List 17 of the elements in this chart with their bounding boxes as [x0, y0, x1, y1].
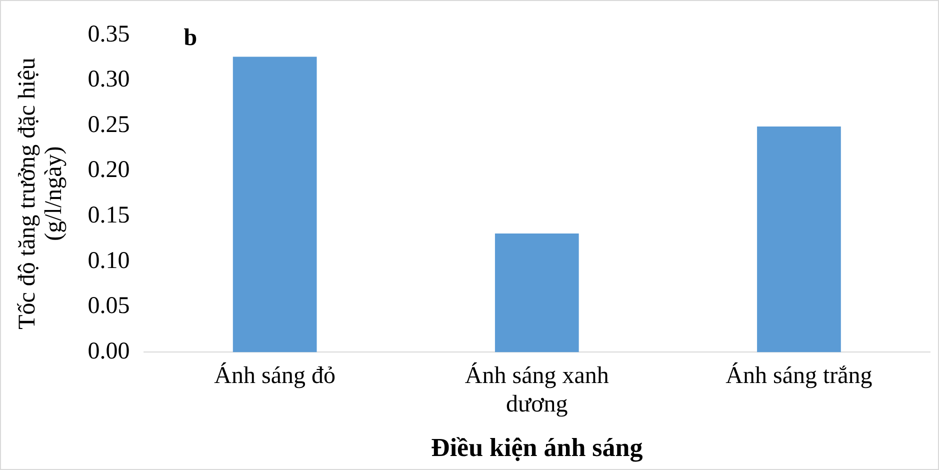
- x-tick-label: Ánh sáng xanh dương: [464, 362, 609, 418]
- x-tick-label: Ánh sáng trắng: [726, 362, 872, 389]
- y-tick-label: 0.20: [88, 157, 130, 184]
- y-tick-label: 0.15: [88, 202, 130, 229]
- y-tick-label: 0.25: [88, 112, 130, 138]
- x-tick-label: Ánh sáng đỏ: [214, 362, 336, 389]
- bar: [494, 233, 579, 352]
- x-axis-title: Điều kiện ánh sáng: [431, 433, 643, 462]
- y-tick-label: 0.05: [88, 293, 130, 320]
- bar: [232, 56, 317, 352]
- y-tick-label: 0.10: [88, 248, 130, 274]
- y-tick-label: 0.35: [88, 21, 130, 48]
- y-axis-title: Tốc độ tăng trưởng đặc hiệu (g/l/ngày): [14, 58, 67, 330]
- annotation: b: [184, 25, 198, 52]
- y-tick-label: 0.00: [88, 338, 130, 364]
- bar: [757, 126, 841, 352]
- y-tick-label: 0.30: [88, 66, 130, 93]
